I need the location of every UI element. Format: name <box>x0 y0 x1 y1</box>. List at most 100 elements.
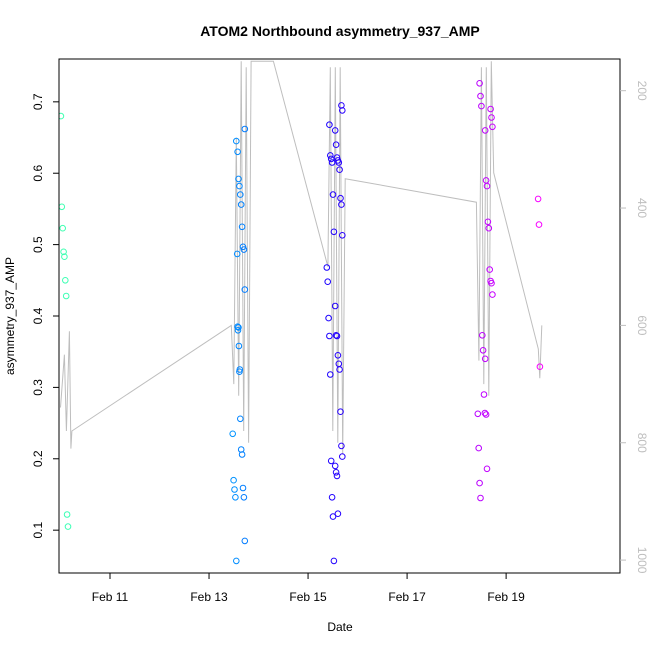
data-point <box>338 442 345 450</box>
x-axis-label: Date <box>327 620 353 634</box>
x-tick-label: Feb 15 <box>289 590 327 604</box>
data-point <box>331 127 339 134</box>
data-point <box>331 302 339 310</box>
data-point <box>483 182 491 190</box>
data-point <box>235 342 243 350</box>
data-point <box>63 511 71 518</box>
data-point <box>489 123 496 131</box>
data-point <box>487 105 494 113</box>
data-point <box>326 121 333 128</box>
data-point <box>332 141 340 148</box>
data-point <box>478 102 485 110</box>
data-point <box>337 408 344 416</box>
data-point <box>240 494 248 501</box>
data-point <box>476 479 483 487</box>
right-axis: 200 400 600 800 1000 <box>620 81 649 574</box>
x-tick-label: Feb 11 <box>92 590 129 604</box>
data-point <box>241 125 249 133</box>
points-layer <box>59 80 544 565</box>
data-point <box>333 472 341 480</box>
data-point <box>237 415 244 423</box>
data-point <box>477 92 484 100</box>
data-point <box>332 469 340 476</box>
data-point <box>61 253 68 261</box>
data-point <box>334 352 342 359</box>
data-point <box>233 137 240 145</box>
data-point <box>62 277 69 284</box>
data-point <box>330 228 338 236</box>
data-point <box>486 266 494 273</box>
chart-title: ATOM2 Northbound asymmetry_937_AMP <box>200 23 480 39</box>
secondary-line <box>60 60 543 455</box>
data-point <box>236 182 243 190</box>
data-point <box>237 191 244 198</box>
y-axis: 0.1 0.2 0.3 0.4 0.5 0.6 0.7 <box>31 93 59 539</box>
data-point <box>234 148 241 156</box>
data-point <box>336 166 343 173</box>
data-point <box>59 203 66 211</box>
data-point <box>339 453 346 460</box>
x-tick-label: Feb 13 <box>190 590 228 604</box>
data-point <box>489 291 496 298</box>
data-point <box>483 465 491 473</box>
data-point <box>325 314 332 322</box>
data-point <box>59 224 67 232</box>
data-point <box>64 523 72 530</box>
data-point <box>479 347 487 354</box>
data-point <box>334 510 342 518</box>
data-point <box>241 537 249 545</box>
data-point <box>233 557 240 565</box>
right-tick-label: 800 <box>635 433 649 453</box>
y-tick-label: 0.3 <box>31 379 45 396</box>
data-point <box>326 332 333 340</box>
data-point <box>327 371 334 378</box>
data-point <box>324 278 332 286</box>
data-point <box>474 410 482 418</box>
data-point <box>231 486 238 493</box>
data-point <box>337 194 344 202</box>
data-point <box>236 368 243 376</box>
data-point <box>333 332 341 340</box>
y-tick-label: 0.6 <box>31 165 45 182</box>
data-point <box>331 462 339 470</box>
data-point <box>477 494 484 502</box>
data-point <box>229 430 236 438</box>
data-point <box>62 292 70 300</box>
data-point <box>332 332 340 339</box>
data-point <box>485 224 493 232</box>
data-point <box>339 232 346 239</box>
secondary-line-layer <box>60 60 543 455</box>
data-point <box>534 195 542 203</box>
data-point <box>484 218 492 226</box>
data-point <box>329 513 337 520</box>
data-point <box>232 494 239 501</box>
right-tick-label: 200 <box>635 81 649 101</box>
data-point <box>336 366 343 373</box>
right-tick-label: 600 <box>635 315 649 335</box>
data-point <box>60 248 67 256</box>
data-point <box>328 159 336 166</box>
data-point <box>335 159 343 166</box>
data-point <box>327 152 334 159</box>
data-point <box>338 201 345 208</box>
data-point <box>237 201 245 208</box>
data-point <box>327 457 335 465</box>
data-point <box>339 107 346 114</box>
data-point <box>323 264 331 271</box>
y-axis-label: asymmetry_937_AMP <box>3 257 17 375</box>
data-point <box>481 409 489 417</box>
data-point <box>235 175 242 183</box>
data-point <box>481 355 489 363</box>
right-tick-label: 400 <box>635 198 649 218</box>
data-point <box>476 80 483 87</box>
x-tick-label: Feb 17 <box>388 590 426 604</box>
data-point <box>488 114 495 121</box>
data-point <box>239 243 247 251</box>
data-point <box>238 223 246 231</box>
data-point <box>235 324 242 331</box>
data-point <box>480 391 488 398</box>
x-tick-label: Feb 19 <box>487 590 525 604</box>
data-point <box>536 363 544 371</box>
data-point <box>230 476 237 484</box>
